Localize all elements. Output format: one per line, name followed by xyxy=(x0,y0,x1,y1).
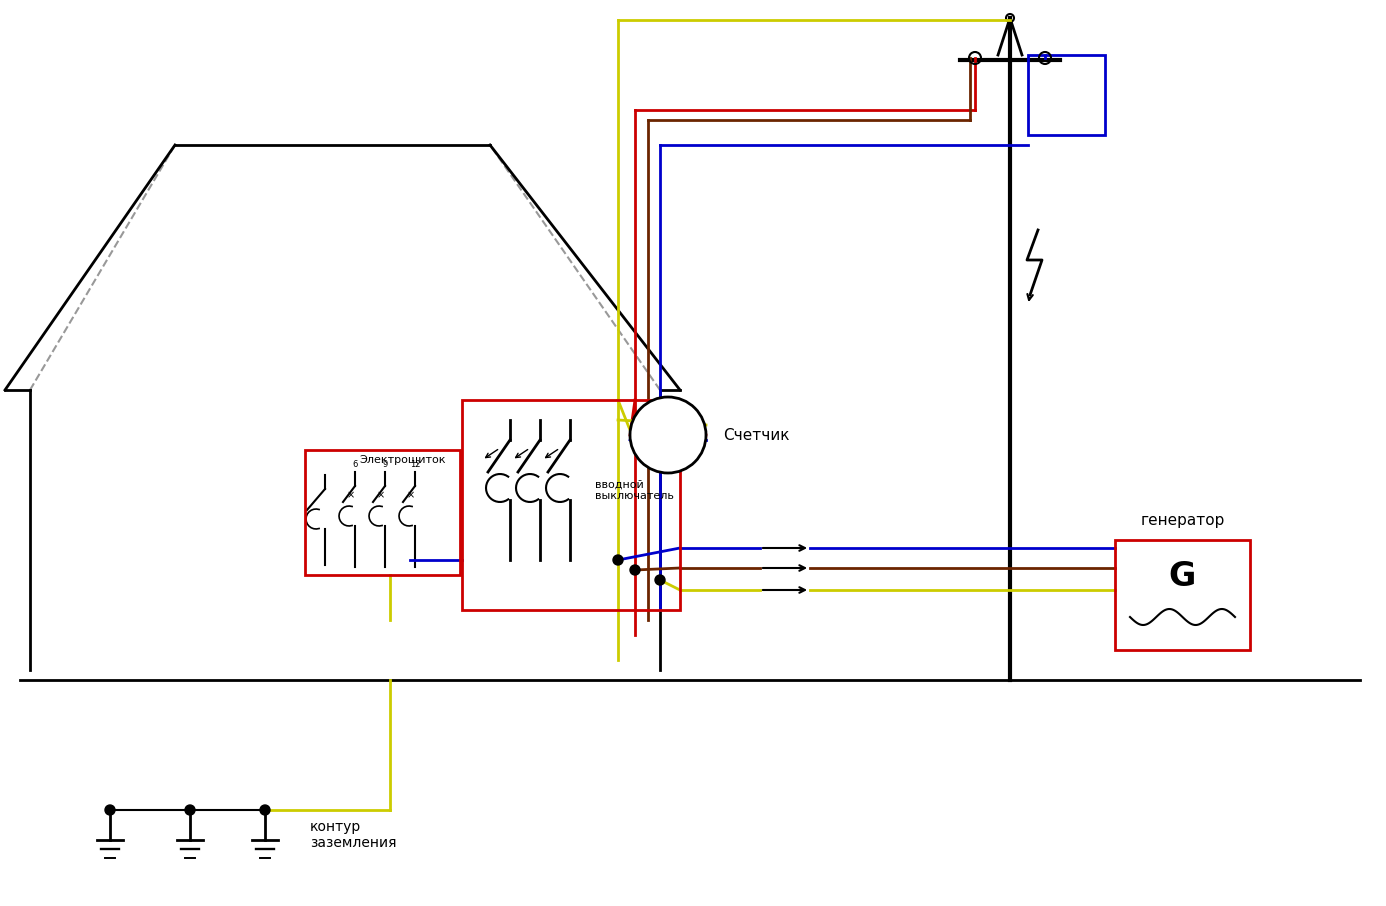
Text: генератор: генератор xyxy=(1141,513,1225,528)
Bar xyxy=(462,400,681,610)
Bar xyxy=(305,450,460,575)
Text: Счетчик: Счетчик xyxy=(723,428,790,442)
Text: ×: × xyxy=(407,490,414,500)
Circle shape xyxy=(105,805,115,815)
Circle shape xyxy=(656,575,665,585)
Text: ×: × xyxy=(346,490,355,500)
Text: G: G xyxy=(1168,561,1196,593)
Text: Электрощиток: Электрощиток xyxy=(359,455,446,465)
Circle shape xyxy=(261,805,270,815)
Bar xyxy=(1114,540,1250,650)
Bar xyxy=(1028,55,1105,135)
Text: вводной
выключатель: вводной выключатель xyxy=(595,479,674,501)
Text: 9: 9 xyxy=(383,460,388,469)
Circle shape xyxy=(631,565,640,575)
Circle shape xyxy=(184,805,195,815)
Text: 6: 6 xyxy=(352,460,358,469)
Text: 12: 12 xyxy=(410,460,420,469)
Circle shape xyxy=(613,555,622,565)
Text: контур
заземления: контур заземления xyxy=(310,820,396,850)
Text: ×: × xyxy=(377,490,385,500)
Circle shape xyxy=(631,397,705,473)
